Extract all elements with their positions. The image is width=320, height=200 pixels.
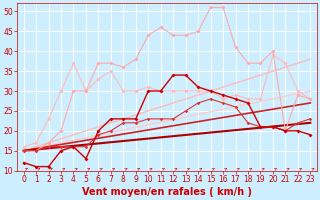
X-axis label: Vent moyen/en rafales ( km/h ): Vent moyen/en rafales ( km/h ) [82, 187, 252, 197]
